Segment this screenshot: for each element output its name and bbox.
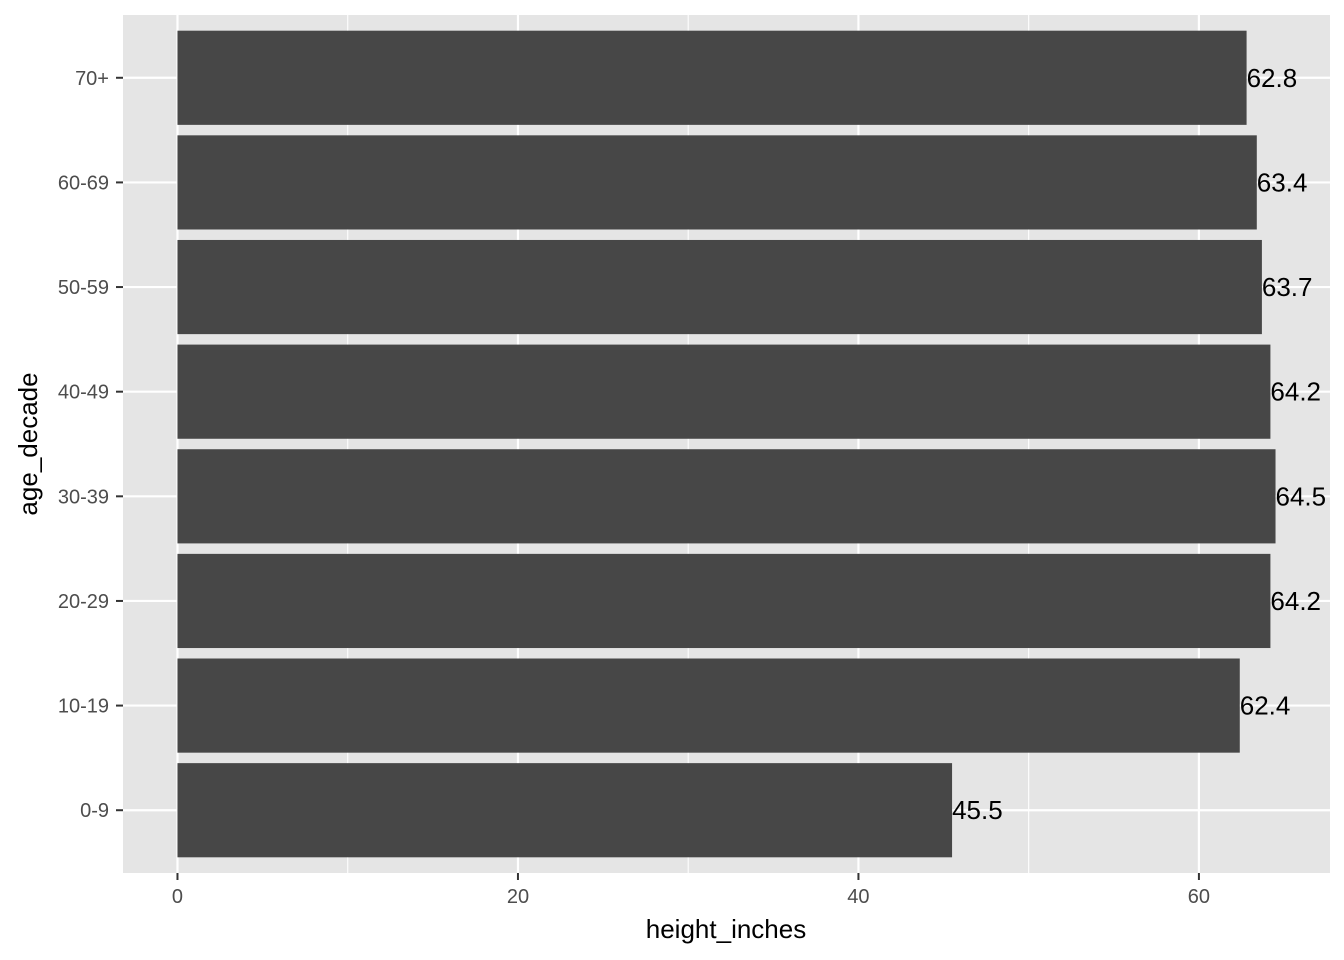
y-tick-label: 70+ [75,68,109,90]
bar [177,30,1247,125]
y-axis: 0-9 10-19 20-29 30-39 40-49 50-59 60-69 70+ [58,68,123,822]
data-labels: 45.5 62.4 64.2 64.5 64.2 63.7 63.4 62.8 [952,63,1326,825]
data-label: 64.5 [1276,481,1327,511]
bar [177,344,1271,439]
x-tick-label: 60 [1188,886,1210,908]
bar [177,658,1240,753]
bars [177,30,1276,858]
data-label: 64.2 [1270,377,1321,407]
bar [177,239,1262,335]
y-tick-label: 20-29 [58,591,109,613]
bar [177,449,1276,544]
x-axis-title: height_inches [646,914,806,944]
x-tick-label: 20 [507,886,529,908]
x-axis: 0 20 40 60 [172,873,1210,908]
x-tick-label: 40 [847,886,869,908]
bar [177,763,953,858]
y-axis-title: age_decade [13,372,43,515]
x-tick-label: 0 [172,886,183,908]
y-tick-label: 50-59 [58,277,109,299]
data-label: 62.4 [1240,691,1291,721]
bar [177,553,1271,649]
data-label: 62.8 [1247,63,1298,93]
y-tick-label: 0-9 [80,800,109,822]
data-label: 63.4 [1257,167,1308,197]
y-tick-label: 40-49 [58,382,109,404]
data-label: 64.2 [1270,586,1321,616]
data-label: 45.5 [952,795,1003,825]
data-label: 63.7 [1262,272,1313,302]
y-tick-label: 60-69 [58,172,109,194]
y-tick-label: 30-39 [58,486,109,508]
y-tick-label: 10-19 [58,696,109,718]
bar [177,135,1257,230]
